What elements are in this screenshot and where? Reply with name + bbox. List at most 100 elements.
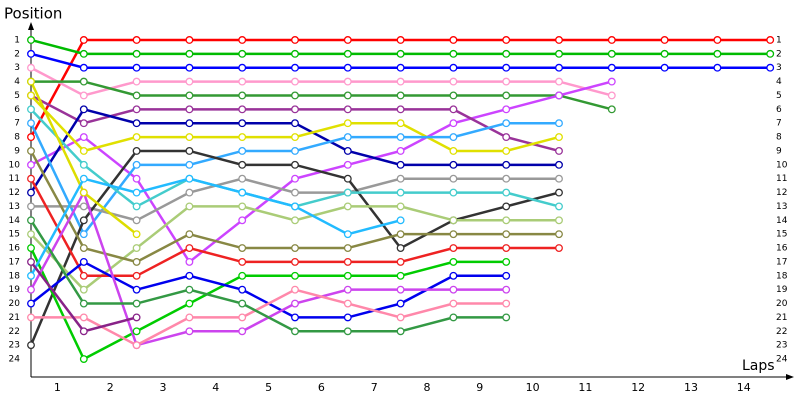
series-point xyxy=(502,146,511,155)
series-point xyxy=(396,36,405,44)
series-point xyxy=(79,146,88,155)
y-tick-label: 4 xyxy=(14,77,20,87)
series-point xyxy=(607,77,616,86)
series-point xyxy=(343,146,352,155)
series-point xyxy=(502,77,511,86)
y-tick-label-right: 8 xyxy=(776,133,782,143)
series-point xyxy=(555,174,563,183)
series-point xyxy=(502,188,511,197)
series-point xyxy=(27,49,35,58)
y-tick-label: 20 xyxy=(9,299,21,309)
series-point xyxy=(502,49,511,58)
series-point xyxy=(238,313,247,322)
series-point xyxy=(132,299,141,308)
x-tick-label: 8 xyxy=(424,381,431,394)
series-point xyxy=(132,257,141,266)
series-point xyxy=(713,36,722,44)
series-point xyxy=(238,216,247,225)
y-tick-label-right: 7 xyxy=(776,119,782,129)
series-point xyxy=(132,174,141,183)
series-point xyxy=(343,133,352,142)
x-tick-label: 9 xyxy=(476,381,483,394)
series-point xyxy=(132,133,141,142)
series-point xyxy=(27,244,35,253)
y-tick-label-right: 22 xyxy=(776,327,787,337)
series-point xyxy=(132,202,141,211)
series-point xyxy=(555,160,563,169)
series-point xyxy=(79,216,88,225)
series-point xyxy=(502,216,511,225)
series-point xyxy=(396,257,405,266)
series-point xyxy=(238,271,247,280)
series-point xyxy=(27,91,35,100)
series-point xyxy=(238,146,247,155)
y-axis-title: Position xyxy=(4,5,62,23)
series-point xyxy=(343,327,352,336)
series-point xyxy=(79,230,88,239)
series-point xyxy=(132,105,141,114)
y-tick-label: 10 xyxy=(9,160,21,170)
series-point xyxy=(343,91,352,100)
x-tick-label: 10 xyxy=(526,381,540,394)
y-tick-label: 5 xyxy=(14,91,20,101)
series-point xyxy=(555,91,563,100)
series-point xyxy=(502,299,511,308)
series-point xyxy=(502,36,511,44)
series-point xyxy=(79,91,88,100)
series-point xyxy=(343,202,352,211)
series-point xyxy=(555,244,563,253)
x-tick-label: 1 xyxy=(54,381,61,394)
series-point xyxy=(396,146,405,155)
series-point xyxy=(185,285,194,294)
series-point xyxy=(343,188,352,197)
series-point xyxy=(79,119,88,128)
series-point xyxy=(555,133,563,142)
y-tick-label: 16 xyxy=(9,244,21,254)
series-point xyxy=(713,63,722,72)
series-point xyxy=(185,91,194,100)
series-point xyxy=(79,77,88,86)
series-point xyxy=(79,355,88,363)
y-tick-label-right: 13 xyxy=(776,202,787,212)
series-point xyxy=(396,202,405,211)
y-tick-label: 14 xyxy=(9,216,21,226)
series-point xyxy=(238,77,247,86)
series-point xyxy=(79,188,88,197)
series-point xyxy=(502,257,511,266)
series-point xyxy=(27,160,35,169)
series-point xyxy=(449,244,458,253)
series-point xyxy=(449,271,458,280)
y-tick-label: 3 xyxy=(14,63,20,73)
series-point xyxy=(291,119,299,128)
series-point xyxy=(291,257,299,266)
series-point xyxy=(238,63,247,72)
y-tick-label-right: 4 xyxy=(776,77,782,87)
series-point xyxy=(396,77,405,86)
series-point xyxy=(396,327,405,336)
series-point xyxy=(27,285,35,294)
series-point xyxy=(343,285,352,294)
series-point xyxy=(396,271,405,280)
y-tick-label-right: 16 xyxy=(776,244,788,254)
y-tick-label-right: 18 xyxy=(776,271,788,281)
series-point xyxy=(449,36,458,44)
series-point xyxy=(238,49,247,58)
series-point xyxy=(291,160,299,169)
series-point xyxy=(238,327,247,336)
series-point xyxy=(79,133,88,142)
series-point xyxy=(607,91,616,100)
series-point xyxy=(343,257,352,266)
series-point xyxy=(502,285,511,294)
series-point xyxy=(27,230,35,239)
series-point xyxy=(132,49,141,58)
y-tick-label: 15 xyxy=(9,230,20,240)
series-point xyxy=(555,216,563,225)
series-point xyxy=(79,327,88,336)
series-point xyxy=(555,188,563,197)
series-point xyxy=(185,133,194,142)
series-point xyxy=(343,299,352,308)
series-point xyxy=(607,63,616,72)
series-point xyxy=(396,133,405,142)
y-tick-label: 2 xyxy=(14,49,20,59)
